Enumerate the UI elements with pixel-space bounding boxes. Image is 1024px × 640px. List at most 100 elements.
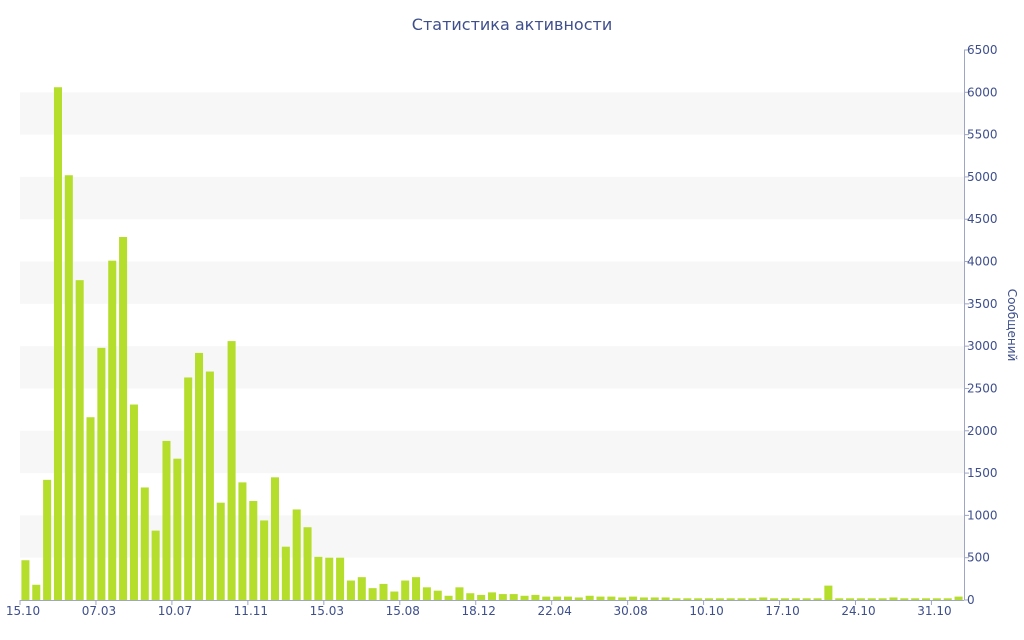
bar [97,347,106,600]
y-tick-label: 4500 [967,212,998,226]
grid-band [20,92,964,135]
grid-band [20,430,964,474]
bar [325,557,334,600]
bar [422,587,431,600]
bar [867,598,876,600]
y-tick-label: 2500 [967,381,998,395]
bar [43,479,52,600]
bar [574,597,583,600]
bar [368,588,377,600]
bar [173,458,182,600]
bar [455,587,464,600]
bar [726,598,735,600]
bar [21,560,30,600]
bar [108,260,117,600]
bar [629,596,638,600]
bar [900,598,909,600]
bar [889,597,898,600]
bar [357,577,366,600]
bar [162,440,171,600]
bar [846,598,855,600]
bar [119,237,128,600]
bar [75,280,84,600]
bar [596,596,605,600]
bar [390,591,399,600]
bar [444,595,453,600]
bar [195,352,204,600]
bar [650,597,659,600]
grid-band [20,176,964,220]
bar [943,598,952,600]
bar [922,598,931,600]
bar [737,598,746,600]
bar [813,598,822,600]
bar [770,598,779,600]
y-tick-label: 5500 [967,128,998,142]
bar [661,597,670,600]
bar [759,597,768,600]
bar [260,520,269,600]
bar [672,598,681,600]
y-tick-label: 2000 [967,424,998,438]
x-tick-label: 24.10 [841,604,875,618]
x-tick-label: 10.07 [158,604,192,618]
y-tick-label: 6500 [967,43,998,57]
bar [216,502,225,600]
bar [780,598,789,600]
grid-band [20,515,964,558]
bar [249,501,258,600]
x-tick-label: 07.03 [82,604,116,618]
bar [954,596,963,600]
bar [520,595,529,600]
bar [129,404,138,600]
bar [748,598,757,600]
grid-band [20,346,964,389]
bar [205,371,214,600]
x-tick-label: 10.10 [689,604,723,618]
bar [856,598,865,600]
y-tick-label: 3000 [967,339,998,353]
bar [140,487,149,600]
x-tick-label: 30.08 [613,604,647,618]
y-tick-label: 0 [967,593,975,607]
bar [379,583,388,600]
bar [314,556,323,600]
bar [694,598,703,600]
y-tick-label: 5000 [967,170,998,184]
bar [303,527,312,600]
bar [64,175,73,601]
y-tick-label: 6000 [967,85,998,99]
bar [227,341,236,600]
bar [53,87,62,601]
x-tick-label: 17.10 [765,604,799,618]
bar [542,596,551,600]
bar [86,417,95,600]
bar [270,477,279,600]
bar [238,482,247,600]
bar [585,595,594,600]
grid-band [20,261,964,304]
bar [802,598,811,600]
bar [412,577,421,600]
bar [433,590,442,600]
chart-title: Статистика активности [411,15,613,34]
bar [281,546,290,600]
y-tick-label: 4000 [967,255,998,269]
bar [715,598,724,600]
bar [32,584,41,600]
bar [498,594,507,600]
bar [705,598,714,600]
bar [509,594,518,600]
x-tick-label: 22.04 [537,604,571,618]
bar [911,598,920,600]
y-tick-label: 3500 [967,297,998,311]
bar [531,594,540,600]
bar [151,530,160,600]
bar [607,596,616,600]
bar [487,592,497,600]
x-tick-label: 18.12 [462,604,496,618]
bar [878,598,887,600]
bar [401,580,410,600]
bar [932,598,941,600]
